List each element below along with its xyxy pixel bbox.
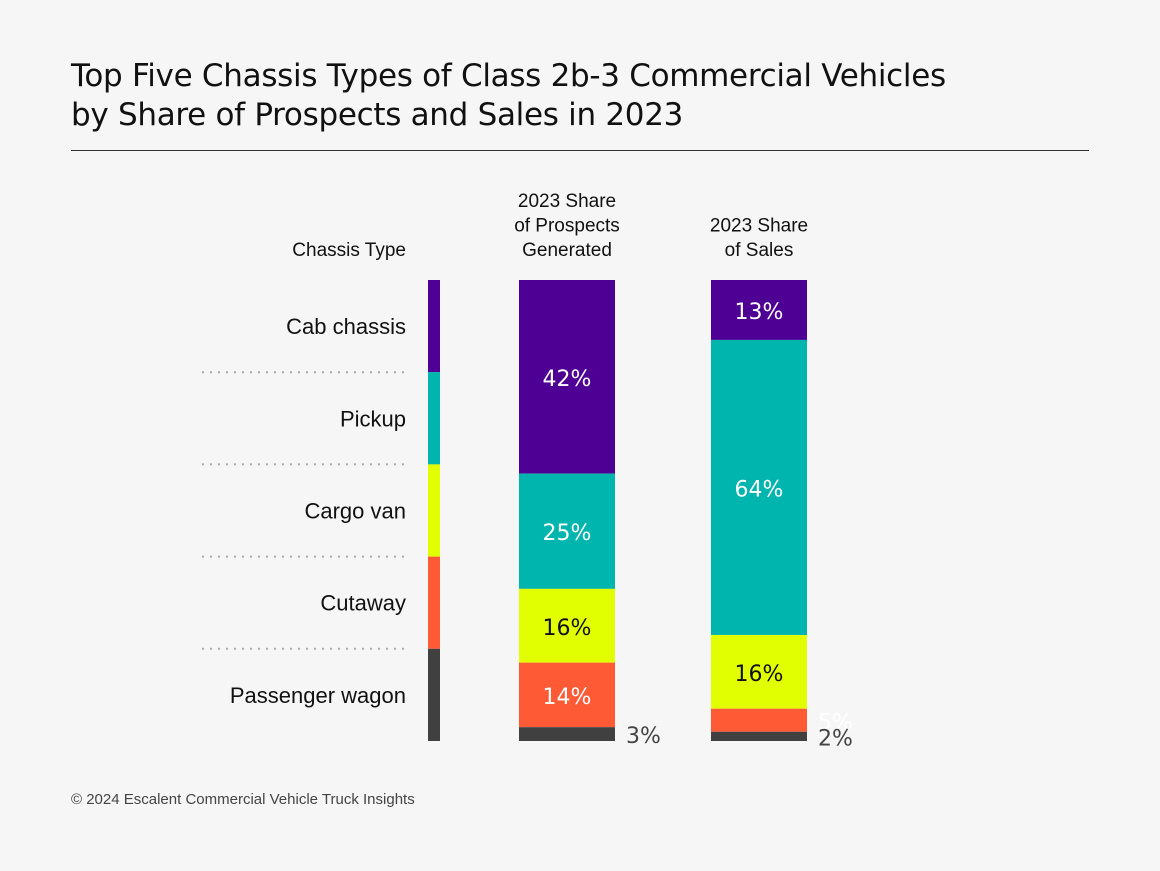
bar-segment-2-passenger-wagon [711,731,807,741]
data-label-1-cutaway: 14% [543,685,592,710]
data-label-1-pickup: 25% [543,521,592,546]
legend-swatch-cargo-van [428,464,440,557]
bar-segment-2-cargo-van [711,634,807,709]
category-label-cutaway: Cutaway [320,591,406,616]
chart-title-line-2: by Share of Prospects and Sales in 2023 [71,97,684,133]
bar-segment-1-pickup [519,473,615,589]
data-label-2-cutaway: 5% [818,710,853,735]
category-header: Chassis Type [292,240,406,261]
title-divider [71,150,1089,151]
data-label-1-cab-chassis: 42% [543,367,592,392]
legend-swatch-cab-chassis [428,280,440,373]
series-header-1-line-1: 2023 Share [518,191,616,212]
data-label-2-cab-chassis: 13% [735,300,784,325]
series-header-1-line-2: of Prospects [514,216,620,237]
bar-segment-1-cargo-van [519,588,615,663]
chart-title-line-1: Top Five Chassis Types of Class 2b-3 Com… [71,58,946,94]
data-label-2-pickup: 64% [735,477,784,502]
bar-segment-1-cab-chassis [519,280,615,474]
bar-segment-2-pickup [711,339,807,635]
series-header-2-line-2: of Sales [725,240,794,261]
legend-swatch-cutaway [428,556,440,649]
series-header-1-line-3: Generated [522,240,612,261]
data-label-1-cargo-van: 16% [543,616,592,641]
data-label-2-cargo-van: 16% [735,662,784,687]
category-label-cab-chassis: Cab chassis [286,314,406,339]
category-label-passenger-wagon: Passenger wagon [230,683,406,708]
legend-swatch-passenger-wagon [428,648,440,741]
legend-swatch-pickup [428,372,440,465]
data-label-2-passenger-wagon: 2% [818,726,853,751]
category-label-pickup: Pickup [340,406,406,431]
chart-title: Top Five Chassis Types of Class 2b-3 Com… [71,57,1071,135]
bar-segment-2-cutaway [711,708,807,732]
series-header-2-line-1: 2023 Share [710,216,808,237]
bar-segment-1-passenger-wagon [519,727,615,741]
category-label-cargo-van: Cargo van [304,499,406,524]
copyright-footer: © 2024 Escalent Commercial Vehicle Truck… [71,791,415,808]
data-label-1-passenger-wagon: 3% [626,724,661,749]
bar-segment-2-cab-chassis [711,280,807,340]
bar-segment-1-cutaway [519,662,615,728]
